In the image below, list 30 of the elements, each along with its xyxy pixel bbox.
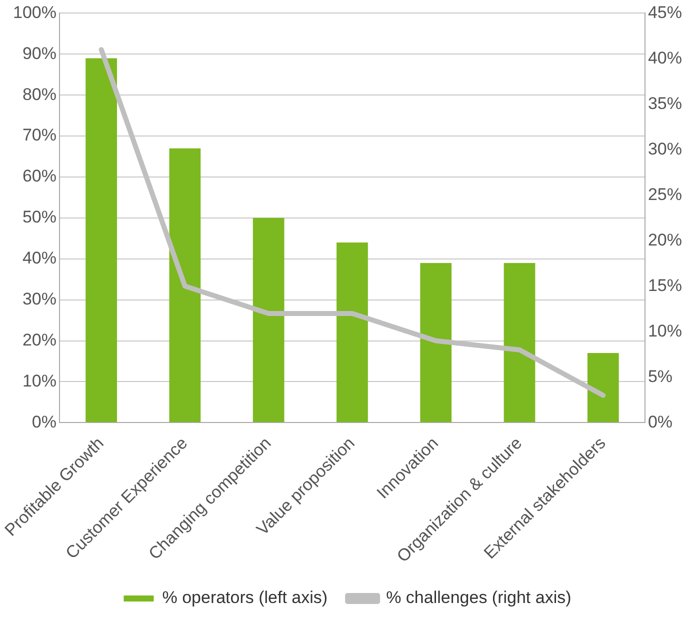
y-tick-label: 80% [22,84,56,104]
legend-label: % challenges (right axis) [386,588,572,608]
bar [86,58,117,422]
y-tick-label: 40% [22,248,56,268]
y-tick-label: 70% [22,126,56,145]
y-tick-label: 0% [32,412,56,432]
y2-tick-label: 5% [648,366,673,386]
y2-tick-label: 15% [648,276,682,295]
y-tick-label: 90% [22,44,56,63]
y2-tick-label: 30% [648,139,682,158]
y2-tick-label: 20% [648,230,682,250]
y-tick-label: 50% [22,208,56,227]
bar [420,262,452,422]
y-tick-label: 60% [22,166,56,186]
bar [587,353,619,422]
y2-tick-label: 40% [648,48,682,68]
y-tick-label: 100% [12,2,56,22]
bar [169,148,201,422]
y-tick-label: 30% [22,289,56,308]
y2-tick-label: 10% [648,321,682,340]
y2-tick-label: 35% [648,94,682,113]
legend-label: % operators (left axis) [162,588,328,608]
bar [504,262,536,422]
bar [336,242,368,422]
y-tick-label: 20% [22,330,56,350]
y2-tick-label: 25% [648,184,682,204]
bar [252,218,284,422]
y-tick-label: 10% [22,371,56,390]
y2-tick-label: 45% [648,2,682,22]
y2-tick-label: 0% [648,412,673,432]
